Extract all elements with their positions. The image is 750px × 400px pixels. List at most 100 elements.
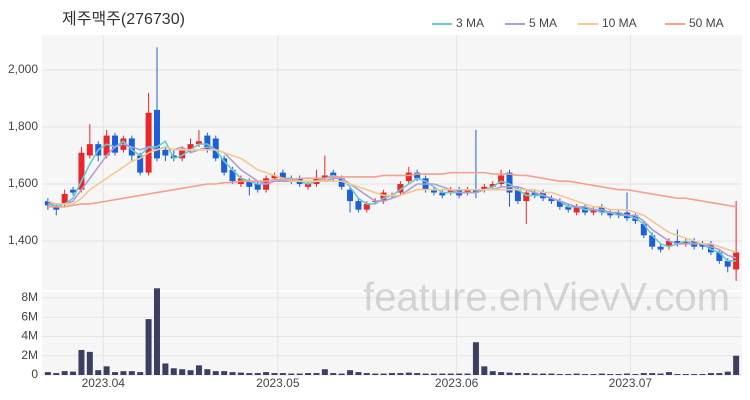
candle-body [137, 155, 144, 173]
volume-bar [187, 370, 194, 375]
candle-body [347, 189, 354, 202]
candle-body [279, 172, 286, 179]
candle-body [464, 189, 471, 193]
candle-body [472, 189, 479, 193]
y-tick-label: 4M [21, 329, 38, 343]
volume-bar [430, 373, 437, 375]
ma-line [47, 146, 737, 254]
volume-bar [195, 365, 202, 375]
volume-bar [305, 373, 312, 375]
candle-body [380, 192, 387, 202]
volume-bar [212, 371, 219, 375]
candle-body [640, 223, 647, 236]
y-tick-label: 8M [21, 290, 38, 304]
candle-body [229, 169, 236, 182]
candle-body [246, 181, 253, 187]
candle-body [707, 243, 714, 253]
candle-body [363, 203, 370, 210]
volume-bar [716, 373, 723, 375]
volume-bar [414, 373, 421, 375]
candle-body [414, 172, 421, 179]
volume-bar [86, 351, 93, 375]
volume-bar [439, 373, 446, 375]
volume-bar [489, 371, 496, 375]
legend-label: 50 MA [689, 16, 724, 30]
candle-body [531, 192, 538, 196]
volume-bar [598, 373, 605, 375]
volume-bar [44, 372, 51, 375]
volume-bar [632, 374, 639, 375]
volume-bar [53, 373, 60, 375]
volume-bar [447, 373, 454, 375]
candle-body [397, 184, 404, 193]
candle-body [271, 175, 278, 179]
candle-body [615, 212, 622, 216]
legend: 3 MA 5 MA 10 MA 50 MA [432, 16, 724, 30]
candle-body [716, 252, 723, 261]
volume-bar [540, 373, 547, 375]
candle-body [724, 260, 731, 267]
candle-body [70, 189, 77, 193]
volume-bar [665, 372, 672, 375]
candle-body [565, 206, 572, 210]
volume-bar [724, 371, 731, 375]
candle-body [330, 172, 337, 176]
y-tick-label: 1,400 [8, 233, 38, 247]
volume-bar [699, 374, 706, 375]
volume-bar [330, 373, 337, 375]
candle-body [506, 172, 513, 193]
volume-bar [456, 373, 463, 375]
volume-bar [372, 373, 379, 375]
watermark: feature.enVievV.com [363, 276, 730, 320]
volume-bar [70, 371, 77, 375]
candle-body [447, 189, 454, 193]
volume-bar [733, 355, 740, 375]
candle-body [355, 201, 362, 210]
volume-bar [506, 372, 513, 375]
candle-body [221, 158, 228, 173]
volume-bar [263, 372, 270, 375]
volume-bar [153, 288, 160, 375]
volume-bar [204, 369, 211, 375]
candle-body [430, 189, 437, 193]
volume-bar [179, 369, 186, 375]
candle-body [338, 178, 345, 187]
candle-body [590, 209, 597, 213]
candle-body [514, 189, 521, 202]
candle-body [649, 235, 656, 247]
volume-bar [229, 372, 236, 375]
x-tick-label: 2023.07 [609, 376, 653, 390]
volume-bar [338, 373, 345, 375]
volume-bar [137, 372, 144, 375]
volume-bar [657, 373, 664, 375]
volume-bar [682, 374, 689, 375]
ma-line [47, 171, 737, 208]
y-tick-label: 0 [31, 367, 38, 381]
y-tick-label: 2,000 [8, 62, 38, 76]
y-tick-label: 2M [21, 348, 38, 362]
volume-bar [355, 372, 362, 375]
x-tick-label: 2023.04 [82, 376, 126, 390]
candle-body [481, 186, 488, 190]
marks [44, 47, 740, 375]
candle-body [699, 243, 706, 247]
candle-body [61, 193, 68, 204]
chart-title: 제주맥주(276730) [62, 10, 185, 28]
volume-bar [573, 373, 580, 375]
volume-bar [103, 366, 110, 375]
candle-body [145, 112, 152, 173]
candle-body [86, 144, 93, 156]
candle-body [607, 212, 614, 216]
candle-body [548, 198, 555, 202]
volume-bar [674, 374, 681, 375]
candle-body [78, 152, 85, 190]
volume-bar [498, 372, 505, 375]
volume-bar [691, 374, 698, 375]
volume-bar [128, 371, 135, 375]
volume-bar [582, 374, 589, 375]
volume-bar [422, 373, 429, 375]
volume-bar [472, 342, 479, 375]
y-tick-label: 6M [21, 309, 38, 323]
volume-bar [61, 371, 68, 375]
